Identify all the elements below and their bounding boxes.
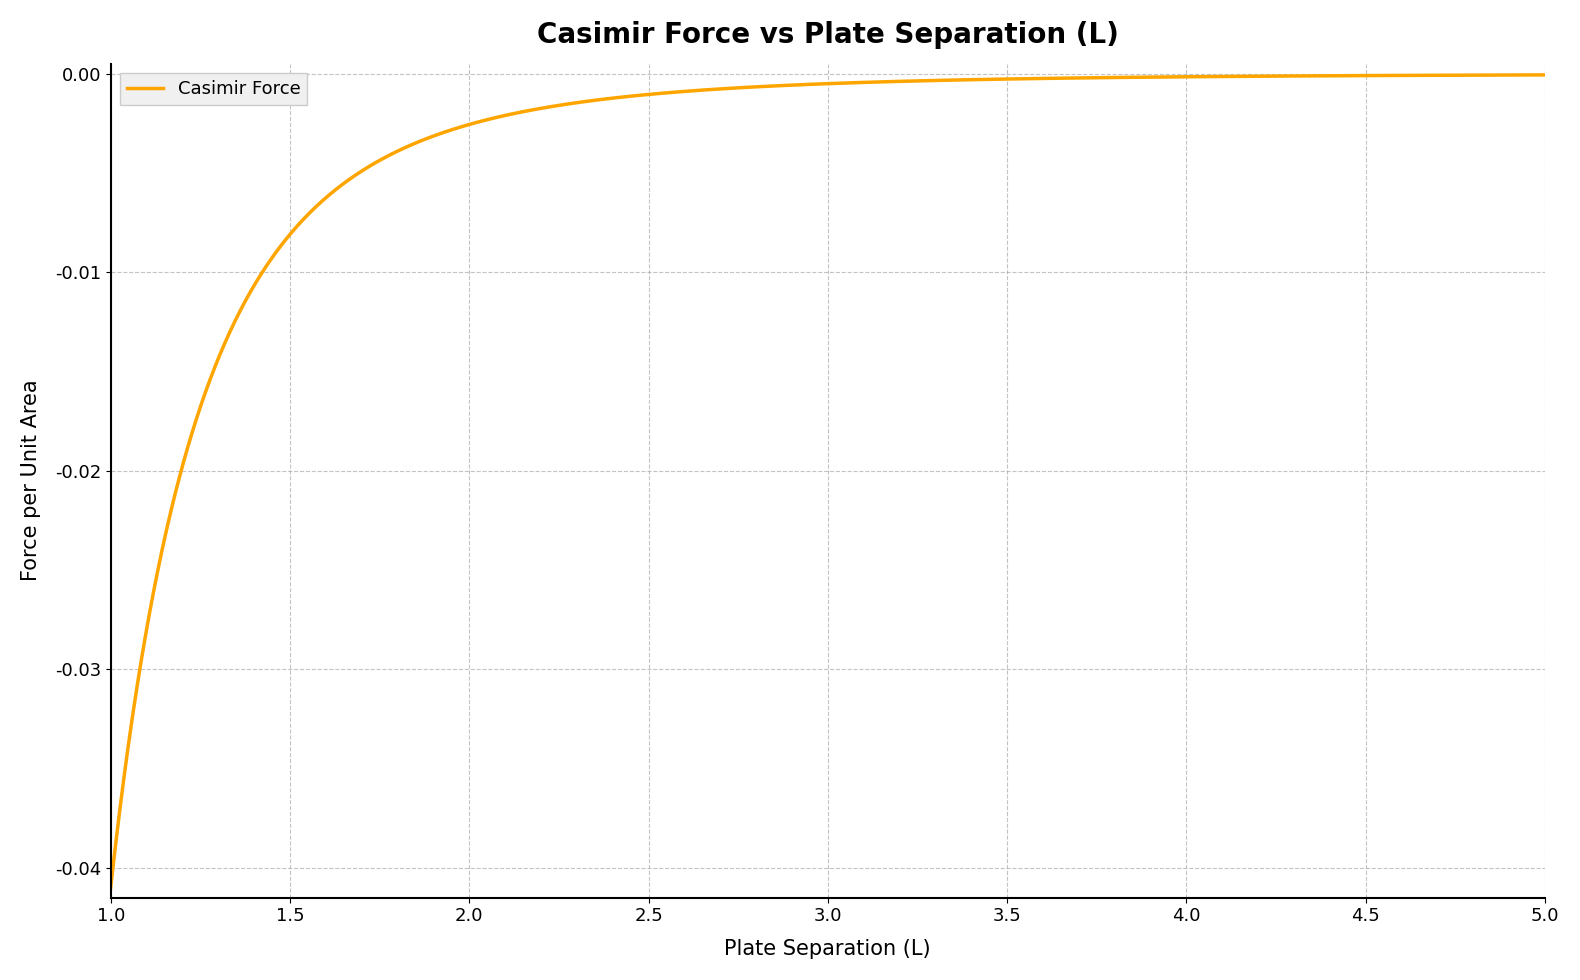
Casimir Force: [798, 78, 817, 90]
Casimir Force: [1536, 69, 1555, 80]
Casimir Force: [1231, 71, 1250, 82]
Casimir Force: [1493, 70, 1512, 81]
Casimir Force: [101, 882, 120, 894]
Line: Casimir Force: Casimir Force: [111, 74, 1545, 888]
X-axis label: Plate Separation (L): Plate Separation (L): [725, 939, 931, 959]
Y-axis label: Force per Unit Area: Force per Unit Area: [21, 380, 41, 581]
Title: Casimir Force vs Plate Separation (L): Casimir Force vs Plate Separation (L): [537, 21, 1119, 49]
Casimir Force: [760, 80, 779, 92]
Casimir Force: [1493, 70, 1512, 81]
Legend: Casimir Force: Casimir Force: [120, 73, 308, 105]
Casimir Force: [174, 455, 193, 466]
